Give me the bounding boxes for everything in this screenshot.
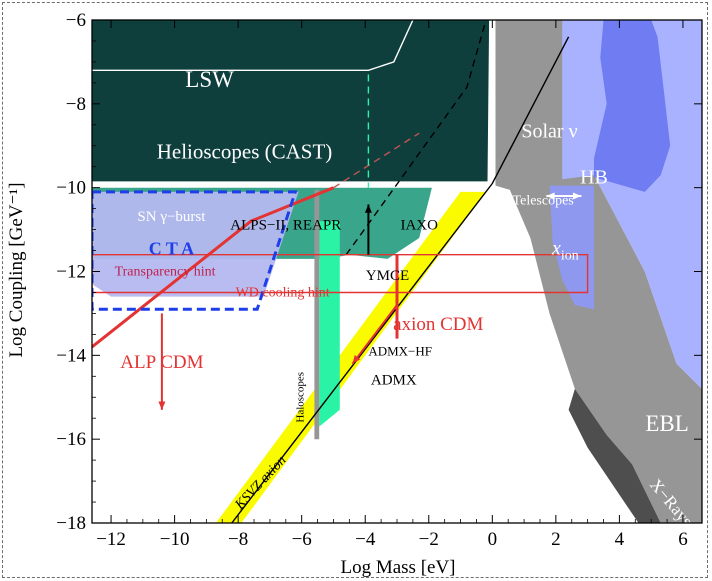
annotation-alp-cdm: ALP CDM bbox=[120, 352, 203, 373]
line-alp-cdm-dashed bbox=[333, 132, 420, 189]
annotation-wd-cooling-hint: WD cooling hint bbox=[236, 286, 330, 301]
line-lsw-line bbox=[92, 20, 414, 72]
y-tick-label: −8 bbox=[66, 94, 86, 115]
region-xion bbox=[549, 185, 594, 310]
x-tick-label: 0 bbox=[488, 529, 498, 550]
annotation-ksvz-axion: KSVZ axion bbox=[232, 453, 290, 513]
annotation-transparency-hint: Transparency hint bbox=[115, 265, 216, 280]
region-xrays bbox=[568, 388, 661, 523]
annotation-subscript: ion bbox=[561, 249, 579, 264]
annotation-ymce: YMCE bbox=[366, 268, 409, 284]
line-ksvz-dashed bbox=[345, 20, 487, 256]
y-tick-label: −18 bbox=[56, 513, 86, 534]
annotation-alps-ii-reapr: ALPS−II, REAPR bbox=[230, 218, 341, 234]
x-tick-label: −6 bbox=[292, 529, 312, 550]
annotation-admx-hf: ADMX−HF bbox=[368, 343, 432, 358]
annotation-helioscopes-cast: Helioscopes (CAST) bbox=[157, 139, 333, 163]
x-tick-label: −12 bbox=[96, 529, 126, 550]
x-tick-label: 2 bbox=[551, 529, 561, 550]
line-cta-box bbox=[92, 190, 298, 311]
annotation-ebl: EBL bbox=[645, 411, 688, 436]
lines-layer bbox=[92, 20, 589, 523]
ticks-layer: −12 −10 −8 −6 −4 −2 0 2 4 6 −6 −8 −10 −12 −14 −16 −18 bbox=[56, 10, 702, 550]
region-helioscopes bbox=[92, 20, 490, 182]
x-axis-title: Log Mass [eV] bbox=[340, 557, 455, 578]
y-tick-label: −14 bbox=[56, 345, 86, 366]
x-tick-label: −8 bbox=[228, 529, 248, 550]
annotation-axion-cdm: axion CDM bbox=[393, 314, 483, 335]
y-tick-label: −10 bbox=[56, 178, 86, 199]
region-hb-dark bbox=[594, 20, 671, 192]
telescopes-arrow-left-head bbox=[546, 192, 555, 200]
y-tick-label: −16 bbox=[56, 429, 86, 450]
region-sn-gamma-burst bbox=[92, 191, 299, 297]
x-tick-label: −2 bbox=[419, 529, 439, 550]
alp-cdm-arrow-head bbox=[158, 401, 166, 410]
line-wd-cooling bbox=[92, 253, 589, 294]
annotation-hb: HB bbox=[580, 166, 608, 188]
annotation-solar: Solar ν bbox=[521, 120, 577, 142]
annotation-iaxo: IAXO bbox=[400, 218, 438, 234]
ymce-arrow-head bbox=[364, 204, 372, 213]
annotation-c-t-a: C T A bbox=[149, 239, 194, 259]
x-tick-label: −10 bbox=[160, 529, 190, 550]
region-ksvz-band bbox=[215, 191, 486, 523]
annotation-sn-burst: SN γ−burst bbox=[137, 209, 206, 225]
region-haloscopes bbox=[314, 189, 320, 440]
x-tick-label: 4 bbox=[615, 529, 625, 550]
annotation-telescopes: Telescopes bbox=[513, 193, 574, 208]
annotation-admx: ADMX bbox=[371, 373, 417, 389]
y-tick-label: −6 bbox=[66, 10, 86, 31]
annotation-lsw: LSW bbox=[185, 67, 234, 92]
line-alp-cdm bbox=[92, 186, 335, 349]
annotation-haloscopes: Haloscopes bbox=[294, 372, 306, 423]
axion-cdm-arrow bbox=[351, 304, 398, 365]
regions-layer bbox=[92, 20, 702, 523]
region-ebl bbox=[495, 20, 702, 523]
x-tick-label: 6 bbox=[678, 529, 688, 550]
region-hb-light bbox=[562, 20, 702, 389]
line-ksvz-axion bbox=[231, 36, 570, 523]
x-tick-label: −4 bbox=[355, 529, 376, 550]
y-axis-title: Log Coupling [GeV⁻¹] bbox=[6, 182, 27, 357]
region-admx bbox=[319, 221, 340, 427]
y-tick-label: −12 bbox=[56, 262, 86, 283]
axion-cdm-arrow-head bbox=[352, 354, 361, 364]
